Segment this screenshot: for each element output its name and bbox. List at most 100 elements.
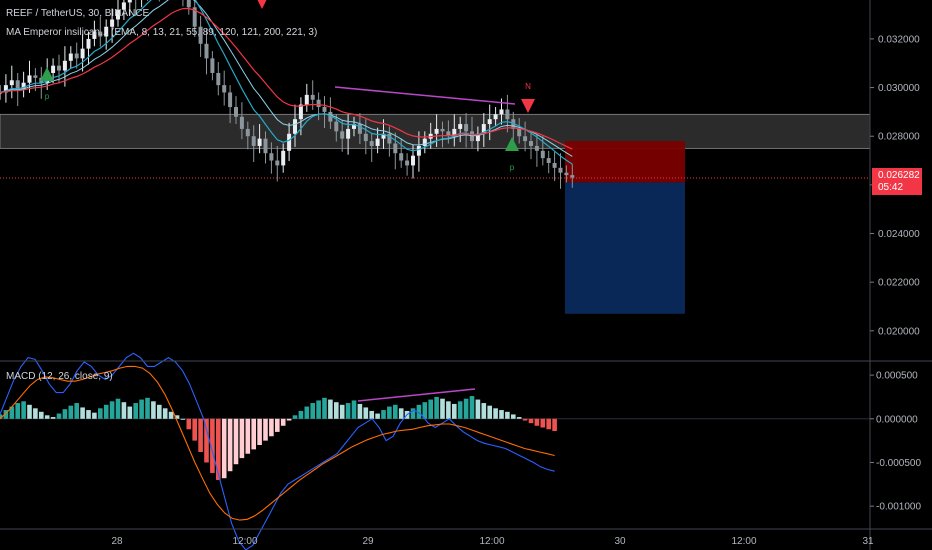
candle-body[interactable] — [546, 158, 551, 163]
macd-histogram-bar[interactable] — [121, 402, 127, 419]
candle-body[interactable] — [411, 155, 415, 166]
macd-histogram-bar[interactable] — [269, 418, 274, 437]
macd-histogram-bar[interactable] — [457, 401, 463, 419]
macd-histogram-bar[interactable] — [298, 410, 304, 419]
macd-histogram-bar[interactable] — [263, 418, 268, 441]
candle-body[interactable] — [257, 138, 262, 146]
macd-histogram-bar[interactable] — [56, 413, 62, 419]
stop-loss-box[interactable] — [565, 141, 685, 183]
macd-histogram-bar[interactable] — [505, 411, 510, 419]
macd-histogram-bar[interactable] — [322, 397, 327, 419]
macd-histogram-bar[interactable] — [44, 415, 50, 419]
candle-body[interactable] — [346, 128, 351, 139]
macd-histogram-bar[interactable] — [168, 411, 174, 419]
candle-body[interactable] — [446, 131, 451, 137]
candle-body[interactable] — [511, 119, 516, 129]
candle-body[interactable] — [198, 26, 203, 44]
macd-histogram-bar[interactable] — [487, 405, 492, 419]
candle-body[interactable] — [558, 167, 563, 173]
candle-body[interactable] — [493, 114, 498, 120]
candle-body[interactable] — [540, 150, 545, 159]
macd-histogram-bar[interactable] — [257, 418, 262, 445]
candle-body[interactable] — [51, 65, 56, 73]
candle-body[interactable] — [3, 85, 8, 93]
candle-body[interactable] — [357, 124, 362, 134]
macd-histogram-bar[interactable] — [27, 404, 32, 419]
macd-histogram-bar[interactable] — [292, 415, 298, 419]
macd-histogram-bar[interactable] — [398, 408, 404, 419]
macd-histogram-bar[interactable] — [369, 410, 374, 419]
macd-histogram-bar[interactable] — [186, 418, 192, 430]
candle-body[interactable] — [9, 80, 14, 86]
macd-histogram-bar[interactable] — [428, 399, 433, 419]
indicator-title[interactable]: MA Emperor insilican... (EMA, 8, 13, 21,… — [6, 27, 318, 38]
macd-histogram-bar[interactable] — [275, 418, 280, 432]
candle-body[interactable] — [80, 48, 85, 59]
macd-histogram-bar[interactable] — [516, 417, 522, 419]
macd-histogram-bar[interactable] — [227, 418, 233, 472]
macd-histogram-bar[interactable] — [210, 418, 215, 473]
candle-body[interactable] — [110, 19, 115, 27]
candle-body[interactable] — [186, 0, 191, 8]
macd-histogram-bar[interactable] — [157, 404, 162, 419]
candle-body[interactable] — [375, 138, 380, 146]
candle-body[interactable] — [263, 138, 268, 154]
macd-histogram-bar[interactable] — [410, 408, 416, 419]
macd-histogram-bar[interactable] — [452, 403, 457, 419]
candle-body[interactable] — [287, 133, 292, 151]
macd-histogram-bar[interactable] — [92, 412, 97, 419]
macd-histogram-bar[interactable] — [127, 406, 133, 419]
candle-body[interactable] — [68, 53, 73, 61]
macd-title[interactable]: MACD (12, 26, close, 9) — [6, 371, 113, 382]
candle-body[interactable] — [57, 65, 61, 71]
candle-body[interactable] — [0, 92, 2, 94]
macd-histogram-bar[interactable] — [80, 407, 85, 419]
take-profit-box[interactable] — [565, 182, 685, 314]
candle-body[interactable] — [405, 160, 410, 166]
macd-histogram-bar[interactable] — [528, 418, 534, 424]
candle-body[interactable] — [322, 107, 327, 112]
macd-histogram-bar[interactable] — [363, 407, 369, 419]
macd-histogram-bar[interactable] — [145, 397, 150, 419]
candle-body[interactable] — [33, 75, 38, 78]
sell-signal-marker[interactable] — [255, 0, 269, 9]
candle-body[interactable] — [269, 153, 274, 161]
symbol-title[interactable]: REEF / TetherUS, 30, BINANCE — [6, 8, 150, 19]
candle-body[interactable] — [534, 145, 539, 151]
candle-body[interactable] — [275, 160, 280, 166]
macd-histogram-bar[interactable] — [499, 410, 504, 419]
candle-body[interactable] — [74, 53, 79, 59]
macd-histogram-bar[interactable] — [98, 408, 103, 419]
candle-body[interactable] — [21, 82, 26, 90]
candle-body[interactable] — [251, 136, 256, 146]
candle-body[interactable] — [310, 94, 315, 100]
candle-body[interactable] — [245, 128, 250, 137]
macd-histogram-bar[interactable] — [251, 418, 256, 450]
macd-histogram-bar[interactable] — [198, 418, 203, 452]
macd-histogram-bar[interactable] — [546, 418, 551, 430]
candle-body[interactable] — [564, 172, 569, 176]
macd-histogram-bar[interactable] — [393, 404, 398, 419]
candle-body[interactable] — [505, 109, 510, 120]
candle-body[interactable] — [387, 133, 392, 144]
candle-body[interactable] — [517, 128, 522, 137]
macd-histogram-bar[interactable] — [511, 414, 516, 419]
candle-body[interactable] — [393, 143, 398, 154]
macd-histogram-bar[interactable] — [109, 401, 115, 419]
macd-histogram-bar[interactable] — [434, 396, 439, 419]
candle-body[interactable] — [434, 128, 439, 134]
macd-histogram-bar[interactable] — [216, 418, 221, 480]
macd-histogram-bar[interactable] — [475, 399, 481, 419]
buy-signal-marker[interactable] — [40, 67, 54, 81]
candle-body[interactable] — [352, 124, 356, 129]
macd-histogram-bar[interactable] — [21, 401, 26, 419]
candle-body[interactable] — [62, 60, 67, 71]
candle-body[interactable] — [239, 116, 244, 129]
macd-histogram-bar[interactable] — [162, 408, 168, 419]
macd-histogram-bar[interactable] — [381, 410, 386, 419]
macd-histogram-bar[interactable] — [151, 401, 156, 419]
candle-body[interactable] — [127, 0, 132, 3]
macd-histogram-bar[interactable] — [280, 418, 286, 426]
candle-body[interactable] — [228, 92, 233, 108]
candle-body[interactable] — [369, 141, 374, 146]
